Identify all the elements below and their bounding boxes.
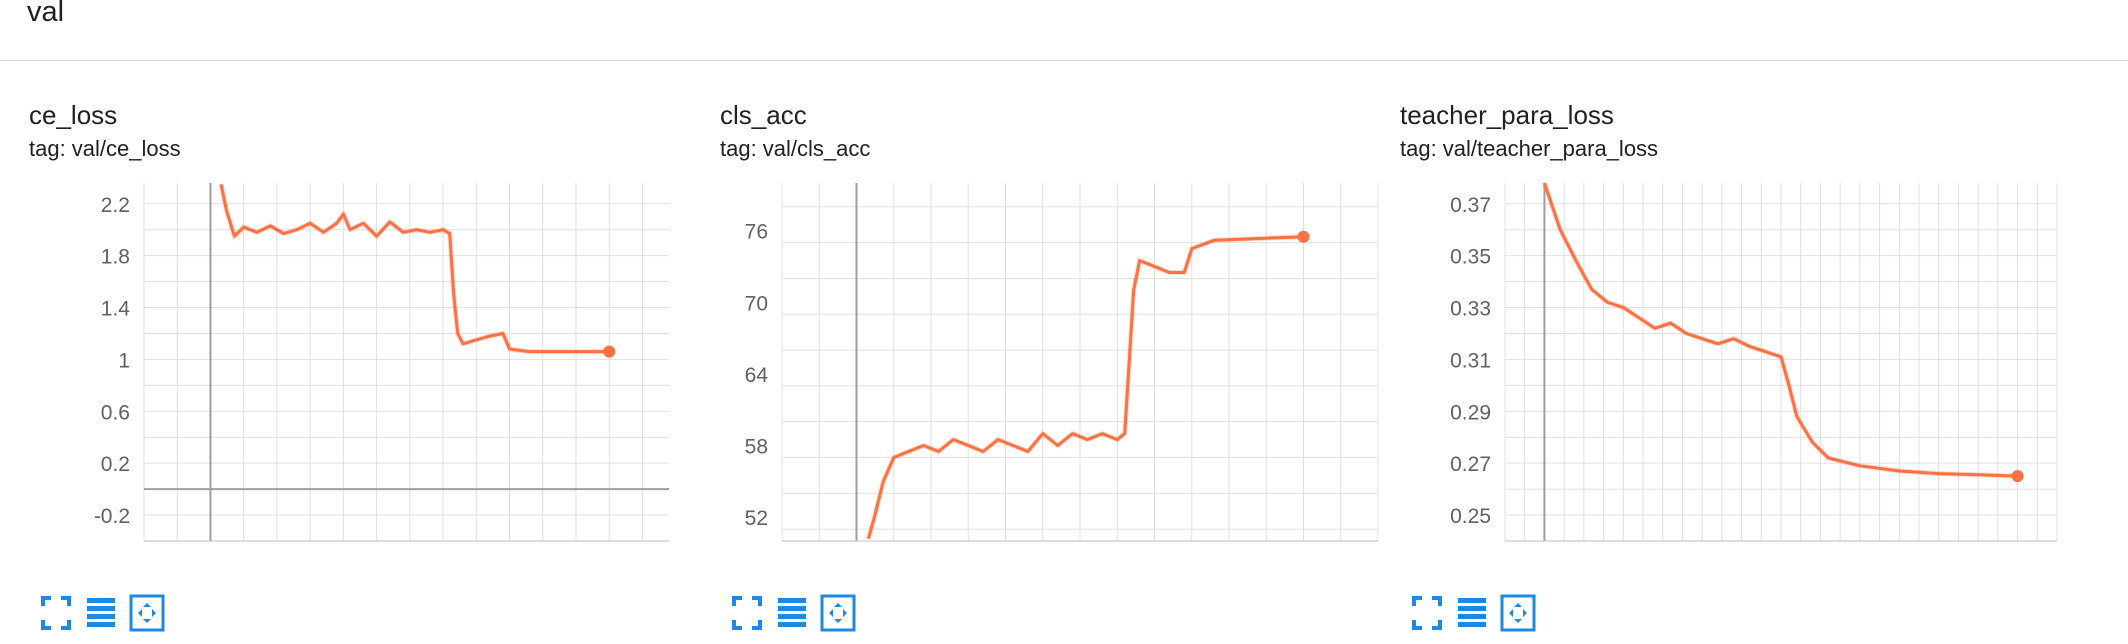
data-table-icon[interactable] (778, 598, 806, 627)
card-title: cls_acc (720, 100, 807, 130)
fit-domain-icon[interactable] (129, 594, 165, 632)
y-tick-label: 64 (745, 364, 769, 387)
series-line[interactable] (866, 235, 1304, 540)
card-title: ce_loss (29, 100, 118, 130)
y-tick-label: 1.8 (101, 246, 130, 269)
y-tick-label: 52 (745, 507, 768, 530)
chart-toolbar (1412, 594, 1536, 632)
fullscreen-icon[interactable] (41, 596, 71, 630)
chart-card-ce-loss: -0.20.20.611.41.82.2050100150200250300 c… (29, 94, 689, 644)
y-tick-label: 1.4 (101, 298, 131, 321)
fit-domain-icon[interactable] (820, 594, 856, 632)
y-tick-label: 0.37 (1450, 194, 1491, 217)
chart-toolbar (732, 594, 856, 632)
y-tick-label: 0.33 (1450, 298, 1491, 321)
card-tag: tag: val/ce_loss (29, 136, 181, 161)
y-tick-label: 0.27 (1450, 453, 1491, 476)
y-tick-label: 0.2 (101, 453, 130, 476)
y-tick-label: -0.2 (94, 505, 130, 528)
data-table-icon[interactable] (1458, 598, 1486, 627)
y-tick-label: 0.29 (1450, 401, 1491, 424)
grid-lines (143, 183, 669, 542)
chart-teacher-para-loss[interactable]: 0.250.270.290.310.330.350.37051015202530… (1400, 94, 2100, 554)
grid-lines (781, 183, 1379, 541)
chart-card-cls-acc: 5258647076050100150200250300 cls_acc tag… (720, 94, 1380, 644)
card-title: teacher_para_loss (1400, 100, 1614, 130)
fit-domain-icon[interactable] (1500, 594, 1536, 632)
y-tick-label: 2.2 (101, 194, 130, 217)
fullscreen-icon[interactable] (1412, 596, 1442, 630)
y-tick-label: 0.6 (101, 401, 130, 424)
y-tick-label: 1 (118, 349, 130, 372)
data-table-icon[interactable] (87, 598, 115, 627)
y-tick-label: 0.35 (1450, 246, 1491, 269)
chart-card-teacher-para-loss: 0.250.270.290.310.330.350.37051015202530… (1400, 94, 2060, 644)
section-title: val (27, 0, 65, 28)
chart-cls-acc[interactable]: 5258647076050100150200250300 (720, 94, 1380, 554)
y-tick-label: 58 (745, 436, 768, 459)
series-raw-line (218, 183, 610, 355)
grid-lines (1504, 183, 2058, 542)
series-last-point[interactable] (2011, 470, 2024, 483)
y-tick-label: 70 (745, 292, 768, 315)
series-line[interactable] (219, 183, 610, 354)
series-last-point[interactable] (603, 345, 616, 358)
y-tick-label: 0.25 (1450, 505, 1491, 528)
card-tag: tag: val/cls_acc (720, 136, 871, 161)
section-header: val (0, 0, 2128, 61)
series-line[interactable] (1542, 182, 2018, 478)
chart-ce-loss[interactable]: -0.20.20.611.41.82.2050100150200250300 (29, 94, 689, 554)
y-tick-label: 76 (745, 221, 768, 244)
y-tick-label: 0.31 (1450, 349, 1491, 372)
series-last-point[interactable] (1297, 230, 1310, 243)
card-tag: tag: val/teacher_para_loss (1400, 136, 1659, 161)
fullscreen-icon[interactable] (732, 596, 762, 630)
chart-toolbar (41, 594, 165, 632)
